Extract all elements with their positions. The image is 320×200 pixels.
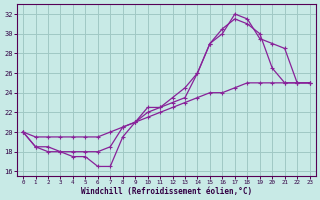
X-axis label: Windchill (Refroidissement éolien,°C): Windchill (Refroidissement éolien,°C): [81, 187, 252, 196]
